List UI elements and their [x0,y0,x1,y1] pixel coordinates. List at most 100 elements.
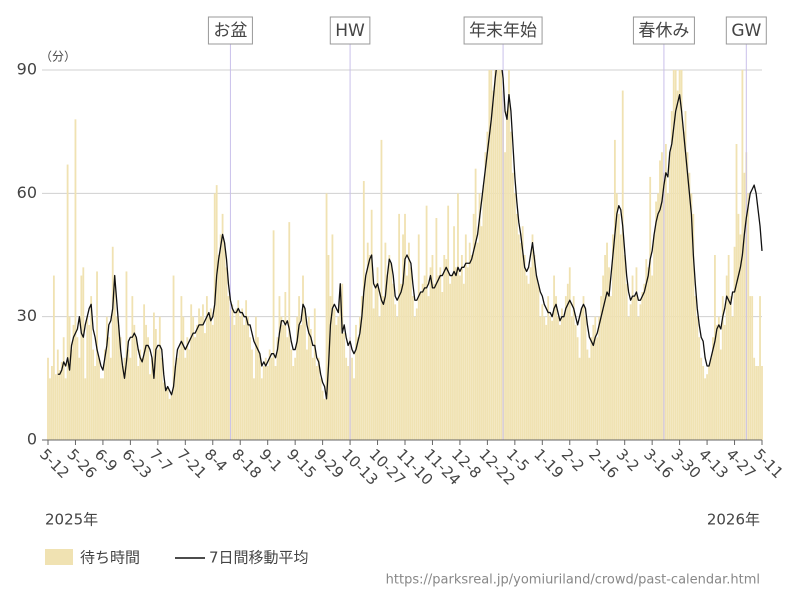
bar [749,296,752,440]
bar [690,193,693,440]
annotation-label: お盆 [213,21,247,41]
bar [476,242,479,440]
bar [345,357,348,440]
bar [202,304,204,440]
bar [731,316,734,440]
bar [286,337,289,440]
bar [492,90,495,441]
bar [272,230,275,440]
bar [519,242,522,440]
x-tick-label: 9-15 [283,445,320,482]
bar [529,267,532,440]
bar [376,267,379,440]
bar [304,308,306,440]
bar [392,283,395,440]
bar [633,296,636,440]
bar [262,366,265,440]
bar [384,242,387,440]
bar [249,337,251,440]
bar [613,139,616,440]
bar [321,390,324,440]
bar [470,255,473,440]
bar [141,357,144,440]
bar [182,316,185,440]
bar [278,296,281,440]
bar [368,255,371,440]
x-tick-label: 1-19 [530,445,567,482]
bar [117,324,120,440]
bar [535,275,538,440]
bar [62,337,65,440]
bar [90,296,93,440]
bar [323,398,326,440]
x-tick-label: 3-16 [640,445,677,482]
bar [233,324,236,440]
bar [480,226,483,440]
bar [170,394,173,440]
bar [327,255,330,440]
bar [325,193,328,440]
bar [398,213,401,440]
bar [500,70,503,440]
bar [621,90,624,441]
bar [131,296,134,440]
bar [631,275,634,440]
bar [347,366,350,440]
bar [457,193,459,440]
bar [360,296,363,440]
bar [441,292,444,440]
bar [166,386,169,440]
bar [462,283,465,440]
bar [451,275,453,440]
bar [309,329,312,440]
bar [113,275,116,440]
bar [86,316,89,440]
bar [692,213,695,440]
bar [525,275,528,440]
bar [661,152,663,440]
bar [355,324,357,440]
source: https://parksreal.jp/yomiuriland/crowd/p… [386,573,760,588]
bar [413,316,416,440]
bar [680,70,683,440]
bar [211,324,214,440]
bar [213,193,216,440]
bar [659,160,661,440]
bar [82,267,85,440]
bar [300,324,302,440]
bar [488,70,491,440]
bar [333,308,336,440]
bar [409,267,412,440]
bar [154,329,157,440]
bar [486,131,489,440]
bar [56,349,59,440]
bar [331,234,334,440]
annotation-box [207,16,253,45]
bar [753,357,756,440]
bar [576,337,579,440]
bar [549,316,552,440]
bar [408,242,410,440]
bar [88,324,91,440]
bar [425,205,428,440]
bar [386,275,389,440]
bar [588,357,591,440]
bar [388,255,391,440]
bar [366,242,369,440]
bar [460,255,463,440]
bar [533,255,536,440]
bar [109,357,112,440]
bar [610,296,612,440]
bar [541,304,544,440]
bar [433,283,436,440]
bar [594,316,597,440]
bar [92,349,95,440]
bar [358,316,361,440]
bar [643,283,646,440]
bar [559,324,561,440]
bar [443,255,446,440]
annotation-box [725,16,767,45]
bar [600,296,603,440]
bar [464,234,467,440]
bar [68,316,71,440]
